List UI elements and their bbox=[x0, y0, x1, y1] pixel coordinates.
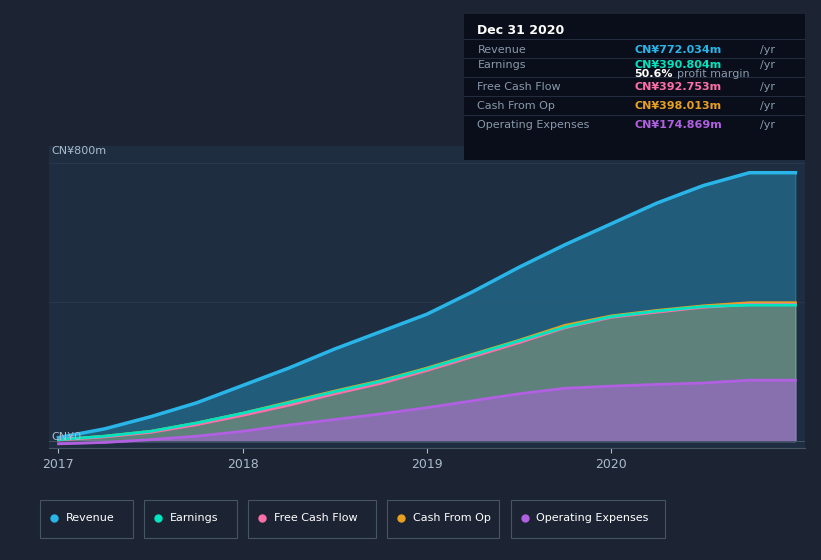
Text: /yr: /yr bbox=[760, 60, 775, 70]
Text: CN¥390.804m: CN¥390.804m bbox=[635, 60, 722, 70]
Text: Earnings: Earnings bbox=[170, 513, 218, 523]
Text: CN¥0: CN¥0 bbox=[52, 432, 82, 442]
Text: /yr: /yr bbox=[760, 101, 775, 111]
Text: Free Cash Flow: Free Cash Flow bbox=[274, 513, 357, 523]
Text: CN¥392.753m: CN¥392.753m bbox=[635, 82, 722, 92]
Text: CN¥398.013m: CN¥398.013m bbox=[635, 101, 722, 111]
Text: CN¥772.034m: CN¥772.034m bbox=[635, 45, 722, 55]
Text: Operating Expenses: Operating Expenses bbox=[536, 513, 649, 523]
Text: Dec 31 2020: Dec 31 2020 bbox=[478, 24, 565, 37]
Text: Free Cash Flow: Free Cash Flow bbox=[478, 82, 561, 92]
Text: Earnings: Earnings bbox=[478, 60, 526, 70]
Text: Cash From Op: Cash From Op bbox=[413, 513, 491, 523]
Text: 50.6%: 50.6% bbox=[635, 69, 672, 79]
Text: Cash From Op: Cash From Op bbox=[478, 101, 555, 111]
Text: Operating Expenses: Operating Expenses bbox=[478, 120, 589, 130]
Text: Revenue: Revenue bbox=[478, 45, 526, 55]
Text: /yr: /yr bbox=[760, 120, 775, 130]
Text: profit margin: profit margin bbox=[677, 69, 750, 79]
Text: /yr: /yr bbox=[760, 82, 775, 92]
Text: CN¥174.869m: CN¥174.869m bbox=[635, 120, 722, 130]
Text: Revenue: Revenue bbox=[66, 513, 114, 523]
Text: /yr: /yr bbox=[760, 45, 775, 55]
Text: CN¥800m: CN¥800m bbox=[52, 146, 107, 156]
